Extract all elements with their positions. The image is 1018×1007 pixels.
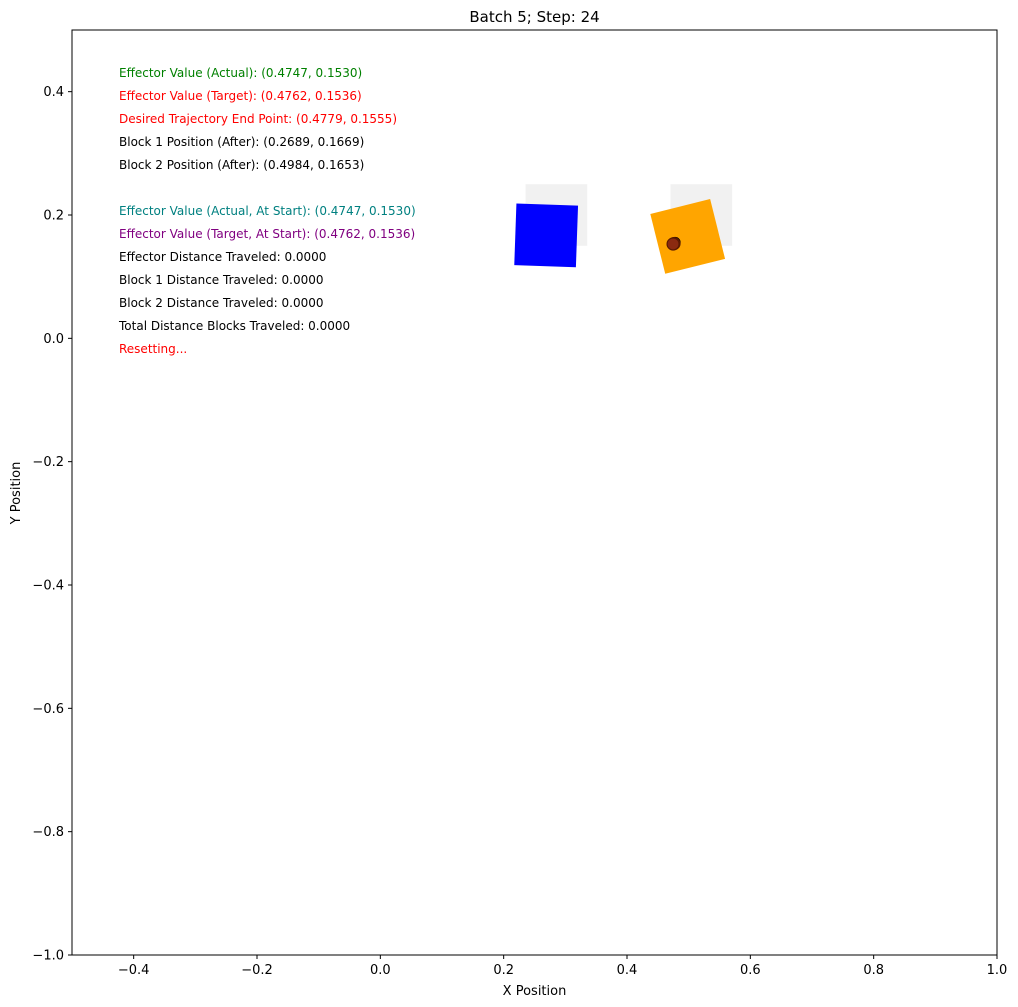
y-tick-label: −0.6 — [32, 702, 64, 717]
x-tick-label: 0.0 — [370, 963, 391, 978]
y-axis-label: Y Position — [9, 462, 24, 526]
annotation-line: Block 2 Position (After): (0.4984, 0.165… — [119, 158, 364, 172]
annotation-line: Effector Value (Target, At Start): (0.47… — [119, 227, 415, 241]
y-tick-label: −0.4 — [32, 579, 64, 594]
annotation-line: Block 1 Distance Traveled: 0.0000 — [119, 273, 324, 287]
effector-actual-point — [666, 237, 680, 251]
annotation-line: Total Distance Blocks Traveled: 0.0000 — [118, 319, 350, 333]
annotation-line: Desired Trajectory End Point: (0.4779, 0… — [119, 112, 397, 126]
y-tick-label: −1.0 — [32, 949, 64, 964]
x-tick-label: 0.2 — [493, 963, 514, 978]
x-tick-label: −0.2 — [241, 963, 273, 978]
y-tick-label: 0.2 — [43, 209, 64, 224]
annotation-line: Effector Value (Actual): (0.4747, 0.1530… — [119, 66, 362, 80]
annotation-line: Resetting... — [119, 342, 187, 356]
y-tick-label: −0.8 — [32, 825, 64, 840]
axis-ticks: −0.4 −0.2 0.0 0.2 0.4 0.6 0.8 1.0 0.4 0.2 0.0 −0.2 −… — [32, 85, 1007, 978]
plot-area — [514, 184, 733, 274]
annotation-line: Effector Distance Traveled: 0.0000 — [119, 250, 326, 264]
y-tick-label: 0.4 — [43, 85, 64, 100]
x-tick-label: 0.6 — [740, 963, 761, 978]
axes-frame — [71, 29, 998, 956]
y-tick-label: −0.2 — [32, 455, 64, 470]
annotation-line: Block 1 Position (After): (0.2689, 0.166… — [119, 135, 364, 149]
annotation-line: Effector Value (Target): (0.4762, 0.1536… — [119, 89, 362, 103]
chart-title: Batch 5; Step: 24 — [469, 8, 599, 26]
x-tick-label: 0.4 — [617, 963, 638, 978]
annotation-line: Block 2 Distance Traveled: 0.0000 — [119, 296, 324, 310]
block-block-1 — [514, 203, 579, 268]
x-axis-label: X Position — [503, 984, 567, 999]
annotation-block: Effector Value (Actual): (0.4747, 0.1530… — [118, 66, 416, 356]
x-tick-label: −0.4 — [118, 963, 150, 978]
y-tick-label: 0.0 — [43, 332, 64, 347]
x-tick-label: 0.8 — [863, 963, 884, 978]
annotation-line: Effector Value (Actual, At Start): (0.47… — [119, 204, 416, 218]
block-block-2 — [650, 199, 726, 274]
x-tick-label: 1.0 — [987, 963, 1008, 978]
